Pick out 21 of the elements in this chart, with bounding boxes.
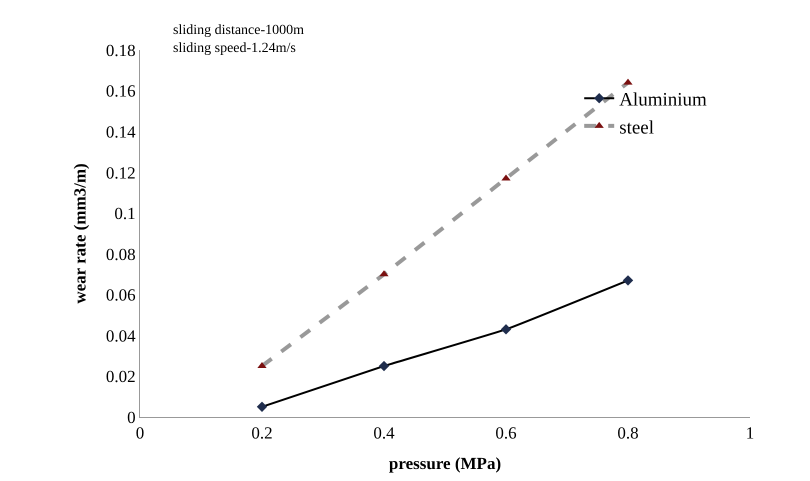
text: sliding distance-1000m xyxy=(173,23,304,38)
y-tick-label: 0.14 xyxy=(106,122,136,142)
x-tick-label: 0.8 xyxy=(617,423,639,442)
x-axis-title: pressure (MPa) xyxy=(388,454,502,473)
legend-label: steel xyxy=(619,117,654,138)
y-axis-title: wear rate (mm3/m) xyxy=(70,163,90,304)
y-tick-label: 0.08 xyxy=(106,244,136,264)
y-tick-label: 0.04 xyxy=(106,326,136,346)
y-tick-label: 0.1 xyxy=(114,204,136,224)
x-tick-label: 0.6 xyxy=(495,423,517,442)
x-tick-label: 1 xyxy=(746,423,754,442)
legend-label: Aluminium xyxy=(619,90,708,111)
y-tick-label: 0.12 xyxy=(106,163,136,182)
y-tick-label: 0.18 xyxy=(106,40,136,60)
y-tick-label: 0.02 xyxy=(106,367,136,386)
y-tick-label: 0.16 xyxy=(106,82,136,101)
x-tick-label: 0.4 xyxy=(373,423,396,442)
annotation: sliding speed-1.24m/s xyxy=(173,41,296,56)
y-tick-label: 0 xyxy=(127,408,136,427)
x-tick-label: 0.2 xyxy=(251,423,273,442)
y-tick-label: 0.06 xyxy=(106,286,136,305)
